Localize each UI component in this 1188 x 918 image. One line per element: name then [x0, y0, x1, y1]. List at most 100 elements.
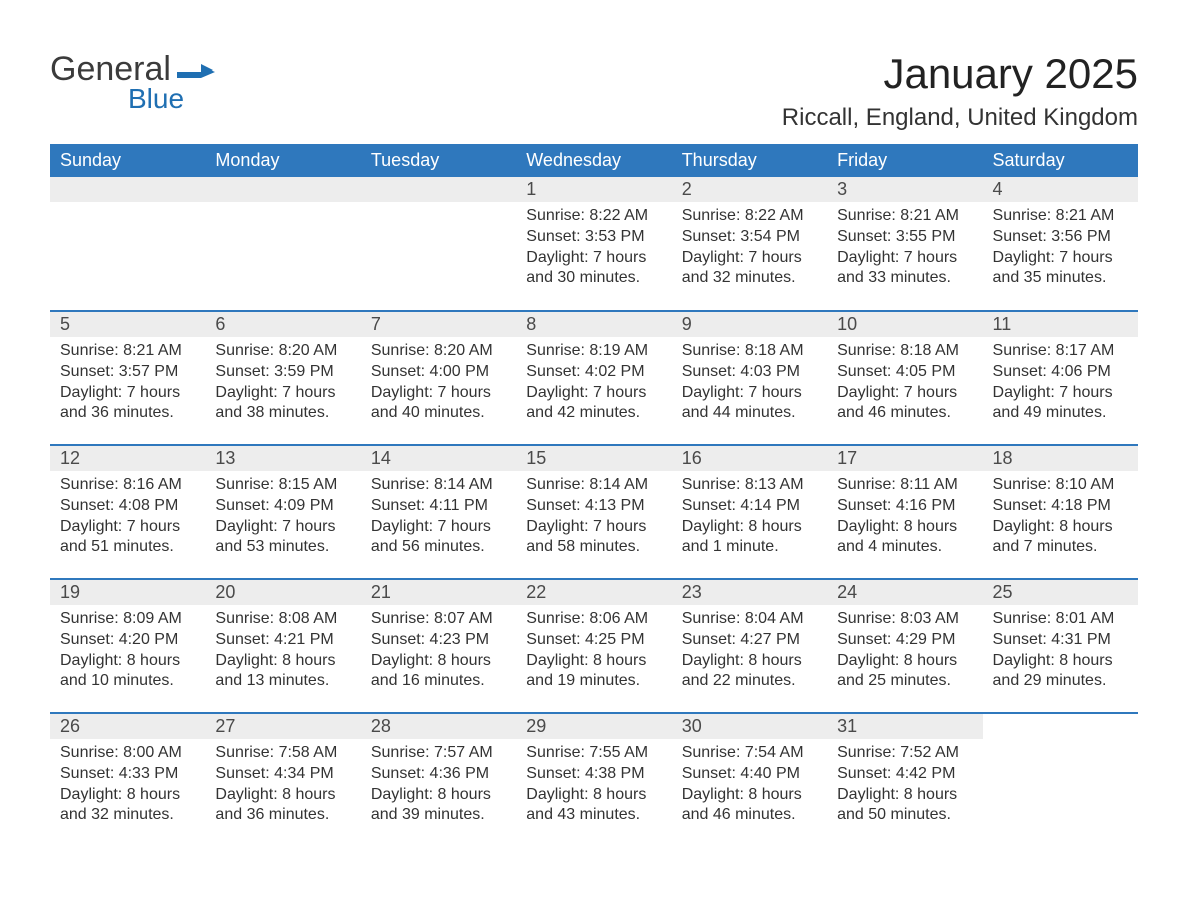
daylight2-text: and 49 minutes.: [993, 403, 1128, 424]
sunset-text: Sunset: 4:20 PM: [60, 630, 195, 651]
day-details: Sunrise: 8:22 AMSunset: 3:54 PMDaylight:…: [682, 206, 817, 289]
day-details: Sunrise: 8:21 AMSunset: 3:56 PMDaylight:…: [993, 206, 1128, 289]
sunrise-text: Sunrise: 8:18 AM: [682, 341, 817, 362]
daylight1-text: Daylight: 8 hours: [837, 517, 972, 538]
calendar-table: Sunday Monday Tuesday Wednesday Thursday…: [50, 144, 1138, 847]
sunset-text: Sunset: 4:23 PM: [371, 630, 506, 651]
day-number: 5: [50, 312, 205, 337]
calendar-day-cell: 21Sunrise: 8:07 AMSunset: 4:23 PMDayligh…: [361, 579, 516, 713]
calendar-day-cell: 27 Sunrise: 7:58 AMSunset: 4:34 PMDayligh…: [205, 713, 360, 847]
sunset-text: Sunset: 4:05 PM: [837, 362, 972, 383]
day-number: 20: [205, 580, 360, 605]
flag-icon: [177, 58, 215, 85]
sunrise-text: Sunrise: 8:15 AM: [215, 475, 350, 496]
weekday-header: Wednesday: [516, 144, 671, 177]
calendar-day-cell: 25Sunrise: 8:01 AMSunset: 4:31 PMDayligh…: [983, 579, 1138, 713]
day-number: 21: [361, 580, 516, 605]
daylight2-text: and 56 minutes.: [371, 537, 506, 558]
daylight1-text: Daylight: 7 hours: [371, 517, 506, 538]
sunset-text: Sunset: 4:00 PM: [371, 362, 506, 383]
sunset-text: Sunset: 4:16 PM: [837, 496, 972, 517]
day-number: 15: [516, 446, 671, 471]
daylight1-text: Daylight: 7 hours: [682, 248, 817, 269]
sunset-text: Sunset: 4:08 PM: [60, 496, 195, 517]
daylight1-text: Daylight: 8 hours: [682, 651, 817, 672]
day-number: 27: [205, 714, 360, 739]
sunrise-text: Sunrise: 8:21 AM: [60, 341, 195, 362]
daylight2-text: and 53 minutes.: [215, 537, 350, 558]
brand-logo: General Blue: [50, 50, 215, 115]
calendar-day-cell: [205, 177, 360, 311]
sunrise-text: Sunrise: 8:06 AM: [526, 609, 661, 630]
sunset-text: Sunset: 3:56 PM: [993, 227, 1128, 248]
calendar-day-cell: [983, 713, 1138, 847]
day-details: Sunrise: 7:58 AMSunset: 4:34 PMDaylight:…: [215, 743, 350, 826]
calendar-day-cell: 28Sunrise: 7:57 AMSunset: 4:36 PMDayligh…: [361, 713, 516, 847]
daylight2-text: and 13 minutes.: [215, 671, 350, 692]
sunset-text: Sunset: 4:36 PM: [371, 764, 506, 785]
day-details: Sunrise: 8:08 AMSunset: 4:21 PMDaylight:…: [215, 609, 350, 692]
day-details: Sunrise: 8:13 AMSunset: 4:14 PMDaylight:…: [682, 475, 817, 558]
daylight2-text: and 30 minutes.: [526, 268, 661, 289]
weekday-header: Friday: [827, 144, 982, 177]
day-number: 13: [205, 446, 360, 471]
sunrise-text: Sunrise: 8:09 AM: [60, 609, 195, 630]
daylight1-text: Daylight: 8 hours: [215, 785, 350, 806]
sunset-text: Sunset: 4:40 PM: [682, 764, 817, 785]
day-number: 29: [516, 714, 671, 739]
daylight2-text: and 36 minutes.: [215, 805, 350, 826]
day-number: 4: [983, 177, 1138, 202]
sunrise-text: Sunrise: 7:52 AM: [837, 743, 972, 764]
daylight1-text: Daylight: 8 hours: [837, 651, 972, 672]
daylight1-text: Daylight: 7 hours: [215, 383, 350, 404]
sunrise-text: Sunrise: 8:10 AM: [993, 475, 1128, 496]
day-details: Sunrise: 7:52 AMSunset: 4:42 PMDaylight:…: [837, 743, 972, 826]
daylight1-text: Daylight: 7 hours: [371, 383, 506, 404]
sunrise-text: Sunrise: 8:22 AM: [682, 206, 817, 227]
daylight1-text: Daylight: 8 hours: [837, 785, 972, 806]
day-details: Sunrise: 8:03 AMSunset: 4:29 PMDaylight:…: [837, 609, 972, 692]
sunrise-text: Sunrise: 8:21 AM: [837, 206, 972, 227]
daylight1-text: Daylight: 8 hours: [60, 785, 195, 806]
daylight2-text: and 32 minutes.: [60, 805, 195, 826]
daylight1-text: Daylight: 8 hours: [371, 785, 506, 806]
weekday-header: Tuesday: [361, 144, 516, 177]
calendar-day-cell: 6 Sunrise: 8:20 AMSunset: 3:59 PMDaylight…: [205, 311, 360, 445]
daylight2-text: and 33 minutes.: [837, 268, 972, 289]
empty-day-number: [361, 177, 516, 202]
sunset-text: Sunset: 4:14 PM: [682, 496, 817, 517]
day-number: 11: [983, 312, 1138, 337]
sunset-text: Sunset: 3:59 PM: [215, 362, 350, 383]
day-details: Sunrise: 8:17 AMSunset: 4:06 PMDaylight:…: [993, 341, 1128, 424]
sunset-text: Sunset: 4:18 PM: [993, 496, 1128, 517]
day-details: Sunrise: 8:18 AMSunset: 4:03 PMDaylight:…: [682, 341, 817, 424]
day-number: 6: [205, 312, 360, 337]
sunrise-text: Sunrise: 7:54 AM: [682, 743, 817, 764]
day-number: 25: [983, 580, 1138, 605]
weekday-header: Monday: [205, 144, 360, 177]
sunrise-text: Sunrise: 8:21 AM: [993, 206, 1128, 227]
daylight2-text: and 16 minutes.: [371, 671, 506, 692]
calendar-day-cell: 1 Sunrise: 8:22 AMSunset: 3:53 PMDaylight…: [516, 177, 671, 311]
day-details: Sunrise: 8:20 AMSunset: 3:59 PMDaylight:…: [215, 341, 350, 424]
sunrise-text: Sunrise: 8:22 AM: [526, 206, 661, 227]
sunset-text: Sunset: 4:13 PM: [526, 496, 661, 517]
daylight1-text: Daylight: 7 hours: [837, 248, 972, 269]
daylight2-text: and 44 minutes.: [682, 403, 817, 424]
daylight1-text: Daylight: 8 hours: [993, 651, 1128, 672]
day-number: 3: [827, 177, 982, 202]
day-details: Sunrise: 8:22 AMSunset: 3:53 PMDaylight:…: [526, 206, 661, 289]
sunset-text: Sunset: 4:31 PM: [993, 630, 1128, 651]
daylight2-text: and 50 minutes.: [837, 805, 972, 826]
day-number: 19: [50, 580, 205, 605]
day-number: 26: [50, 714, 205, 739]
sunset-text: Sunset: 4:42 PM: [837, 764, 972, 785]
sunrise-text: Sunrise: 8:17 AM: [993, 341, 1128, 362]
day-details: Sunrise: 8:11 AMSunset: 4:16 PMDaylight:…: [837, 475, 972, 558]
calendar-day-cell: 7Sunrise: 8:20 AMSunset: 4:00 PMDaylight…: [361, 311, 516, 445]
day-number: 2: [672, 177, 827, 202]
sunset-text: Sunset: 3:54 PM: [682, 227, 817, 248]
day-number: 1: [516, 177, 671, 202]
day-details: Sunrise: 8:19 AMSunset: 4:02 PMDaylight:…: [526, 341, 661, 424]
daylight1-text: Daylight: 8 hours: [215, 651, 350, 672]
